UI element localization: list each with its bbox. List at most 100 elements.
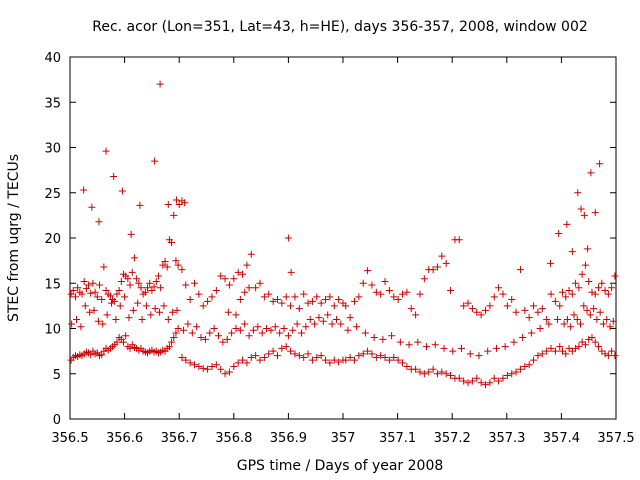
data-point [317,352,325,360]
data-point [588,288,596,296]
data-point [501,343,509,351]
data-point [161,258,169,266]
data-point [163,263,171,271]
data-point [442,370,450,378]
data-point [455,236,463,244]
data-point [468,305,476,313]
data-point [416,290,424,298]
x-tick-label: 357.5 [597,431,634,446]
data-point [247,353,255,361]
data-point [385,286,393,294]
data-point [195,290,203,298]
data-point [223,335,231,343]
data-point [364,347,372,355]
data-point [116,302,124,310]
data-point [477,311,485,319]
y-tick-label: 0 [53,413,61,428]
data-point [295,352,303,360]
data-point [591,338,599,346]
data-point [346,353,354,361]
data-point [243,261,251,269]
y-tick-label: 40 [44,51,61,66]
data-point [519,334,527,342]
data-point [121,293,129,301]
data-point [225,368,233,376]
data-point [555,229,563,237]
data-point [73,315,81,323]
data-point [156,308,164,316]
data-point [595,284,603,292]
data-point [219,338,227,346]
data-point [74,284,82,292]
data-point [577,320,585,328]
data-point [99,320,107,328]
data-point [300,290,308,298]
data-point [551,347,559,355]
data-point [587,169,595,177]
data-point [178,266,186,274]
data-point [71,293,79,301]
data-point [128,268,136,276]
data-point [215,332,223,340]
data-point [173,306,181,314]
data-point [355,352,363,360]
data-point [350,297,358,305]
data-point [477,379,485,387]
data-point [538,350,546,358]
data-point [554,315,562,323]
data-point [588,334,596,342]
data-point [217,272,225,280]
data-point [313,353,321,361]
data-point [156,80,164,88]
data-point [102,286,110,294]
data-point [164,315,172,323]
y-tick-label: 35 [44,96,61,111]
data-point [239,270,247,278]
data-point [598,279,606,287]
data-point [267,326,275,334]
data-point [234,268,242,276]
data-point [287,302,295,310]
data-point [278,344,286,352]
data-point [570,311,578,319]
data-point [355,293,363,301]
data-point [512,368,520,376]
data-point [433,263,441,271]
x-tick-label: 356.8 [215,431,252,446]
data-point [429,365,437,373]
data-point [151,157,159,165]
data-point [482,381,490,389]
data-point [438,368,446,376]
data-point [126,281,134,289]
data-point [370,334,378,342]
data-point [403,288,411,296]
x-tick-label: 357.4 [543,431,580,446]
data-points [67,80,619,389]
data-point [420,370,428,378]
data-point [308,297,316,305]
data-point [604,290,612,298]
data-point [556,302,564,310]
data-point [256,279,264,287]
x-tick-label: 356.5 [51,431,88,446]
data-point [126,344,134,352]
data-point [466,350,474,358]
data-point [475,352,483,360]
data-point [562,293,570,301]
data-point [271,323,279,331]
data-point [89,279,97,287]
data-point [412,365,420,373]
data-point [146,279,154,287]
data-point [534,308,542,316]
data-point [289,326,297,334]
x-tick-label: 357.2 [434,431,471,446]
data-point [545,320,553,328]
data-point [492,344,500,352]
x-tick-label: 356.9 [270,431,307,446]
data-point [100,263,108,271]
data-point [317,299,325,307]
data-point [482,306,490,314]
data-point [204,365,212,373]
data-point [377,352,385,360]
data-point [81,302,89,310]
